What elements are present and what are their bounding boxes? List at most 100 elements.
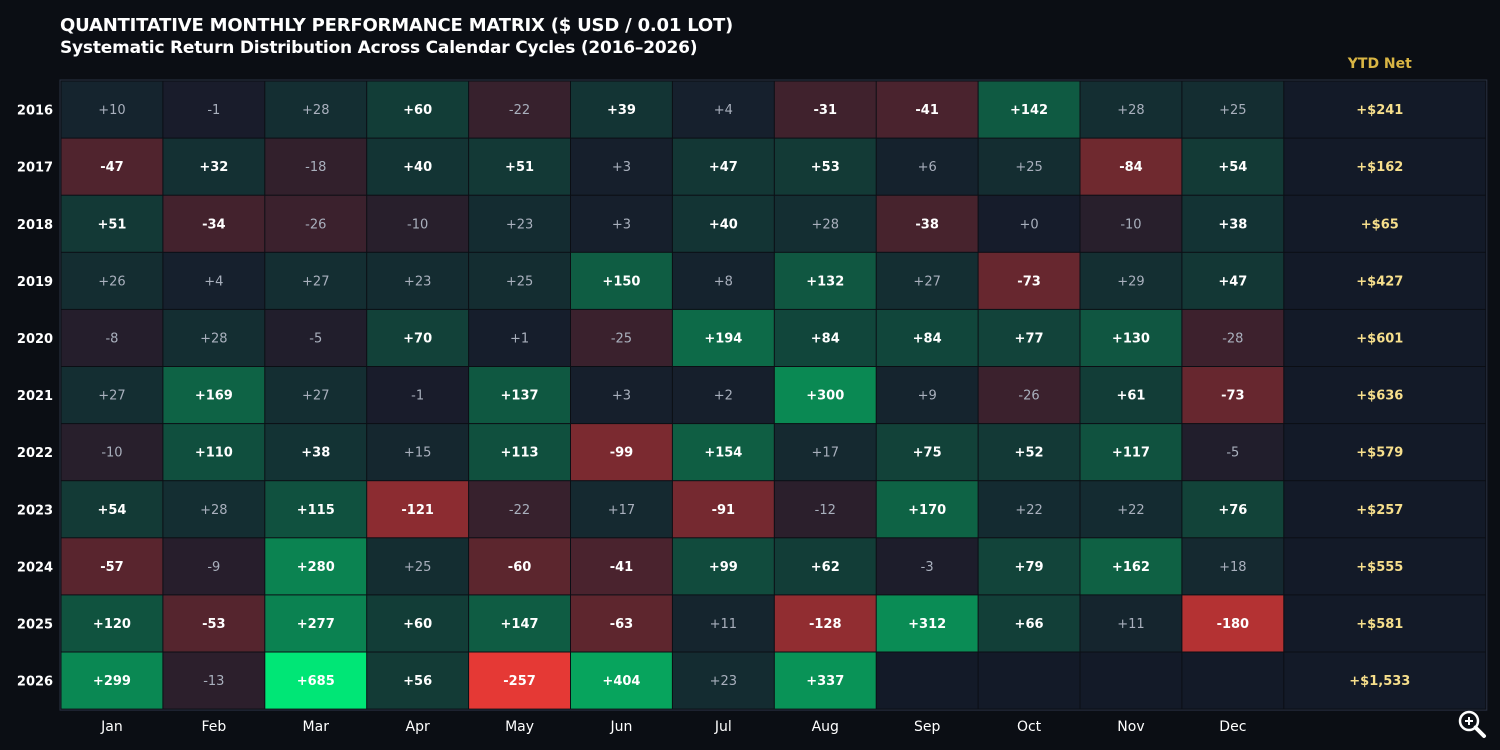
heatmap-cell [469, 538, 570, 595]
heatmap-cell [265, 595, 367, 652]
cell-value-label: +9 [918, 389, 937, 404]
ytd-cell [1284, 481, 1486, 538]
ytd-value-label: +$162 [1356, 160, 1403, 175]
row-tick-label: 2017 [17, 161, 53, 176]
heatmap-cell [774, 481, 876, 538]
cell-value-label: +11 [710, 617, 737, 632]
heatmap-cell [876, 481, 978, 538]
heatmap-cell [978, 195, 1080, 252]
cell-value-label: +66 [1015, 617, 1044, 632]
heatmap-cell [672, 367, 774, 424]
cell-value-label: +28 [812, 217, 839, 232]
cell-value-label: +113 [501, 446, 539, 461]
cell-value-label: +8 [714, 274, 733, 289]
heatmap-cell [163, 81, 265, 138]
cell-value-label: +27 [98, 389, 125, 404]
chart-subtitle: Systematic Return Distribution Across Ca… [60, 38, 698, 58]
heatmap-cell [1182, 595, 1284, 652]
cell-value-label: +84 [811, 331, 840, 346]
heatmap-cell [672, 424, 774, 481]
heatmap-cell [774, 367, 876, 424]
cell-value-label: +4 [204, 274, 223, 289]
ytd-cell [1284, 195, 1486, 252]
heatmap-cell [265, 309, 367, 366]
cell-value-label: -63 [610, 617, 634, 632]
ytd-cell [1284, 309, 1486, 366]
cell-value-label: -128 [809, 617, 842, 632]
cell-value-label: +53 [811, 160, 840, 175]
magnifier-plus-icon[interactable] [1455, 707, 1489, 741]
row-tick-label: 2026 [17, 675, 53, 690]
cell-value-label: +38 [1218, 217, 1247, 232]
heatmap-cell [672, 595, 774, 652]
heatmap-cell [672, 538, 774, 595]
heatmap-cell [469, 424, 570, 481]
heatmap-cell [1080, 81, 1182, 138]
heatmap-cell [61, 195, 163, 252]
cell-value-label: -41 [915, 103, 939, 118]
ytd-cell [1284, 81, 1486, 138]
ytd-value-label: +$241 [1356, 103, 1403, 118]
cell-value-label: -22 [509, 503, 530, 518]
heatmap-cell [469, 652, 570, 709]
heatmap-cell [61, 309, 163, 366]
heatmap-cell [367, 481, 469, 538]
row-tick-label: 2024 [17, 560, 53, 575]
heatmap-cell [367, 367, 469, 424]
cell-value-label: +54 [1218, 160, 1247, 175]
cell-value-label: +6 [918, 160, 937, 175]
heatmap-cell [1080, 538, 1182, 595]
cell-value-label: -26 [1018, 389, 1039, 404]
heatmap-cell [265, 481, 367, 538]
cell-value-label: -73 [1221, 389, 1245, 404]
cell-value-label: -5 [1226, 446, 1239, 461]
cell-value-label: -10 [407, 217, 428, 232]
cell-value-label: +3 [612, 389, 631, 404]
heatmap-cell [774, 81, 876, 138]
cell-value-label: +27 [302, 274, 329, 289]
heatmap-cell [61, 81, 163, 138]
cell-value-label: +25 [1219, 103, 1246, 118]
cell-value-label: +38 [301, 446, 330, 461]
cell-value-label: +25 [1015, 160, 1042, 175]
cell-value-label: +51 [505, 160, 534, 175]
heatmap-cell [469, 595, 570, 652]
heatmap-cell [672, 195, 774, 252]
ytd-cell [1284, 367, 1486, 424]
heatmap-cell [876, 81, 978, 138]
ytd-header: YTD Net [1347, 56, 1412, 72]
heatmap-cell [571, 309, 672, 366]
cell-value-label: -18 [305, 160, 326, 175]
cell-value-label: +17 [608, 503, 635, 518]
cell-value-label: +150 [602, 274, 640, 289]
cell-value-label: +147 [501, 617, 539, 632]
heatmap-cell [265, 367, 367, 424]
ytd-value-label: +$581 [1356, 617, 1403, 632]
heatmap-cell [978, 424, 1080, 481]
heatmap-cell [469, 195, 570, 252]
row-tick-label: 2016 [17, 104, 53, 119]
cell-value-label: +1 [510, 331, 529, 346]
heatmap-cell [1080, 424, 1182, 481]
column-tick-label: Dec [1219, 719, 1246, 735]
cell-value-label: +170 [908, 503, 946, 518]
cell-value-label: +79 [1015, 560, 1044, 575]
row-tick-label: 2019 [17, 275, 53, 290]
cell-value-label: +77 [1015, 331, 1044, 346]
cell-value-label: -34 [202, 217, 226, 232]
heatmap-cell [978, 595, 1080, 652]
cell-value-label: -1 [411, 389, 424, 404]
heatmap-cell [672, 481, 774, 538]
heatmap-cell [265, 195, 367, 252]
heatmap-cell [774, 652, 876, 709]
heatmap-cell [571, 538, 672, 595]
cell-value-label: +54 [97, 503, 126, 518]
cell-value-label: +40 [403, 160, 432, 175]
heatmap-cell [1080, 252, 1182, 309]
heatmap-cell [61, 538, 163, 595]
cell-value-label: +22 [1117, 503, 1144, 518]
heatmap-cell [876, 538, 978, 595]
cell-value-label: +280 [297, 560, 335, 575]
heatmap-cell [163, 195, 265, 252]
cell-value-label: +3 [612, 217, 631, 232]
